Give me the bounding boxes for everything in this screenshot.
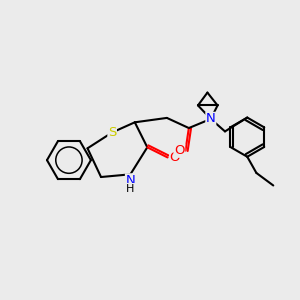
Text: S: S xyxy=(108,126,116,139)
Text: N: N xyxy=(125,174,135,187)
Text: O: O xyxy=(170,151,180,164)
Text: N: N xyxy=(206,112,216,125)
Text: H: H xyxy=(126,184,135,194)
Text: O: O xyxy=(174,144,184,157)
